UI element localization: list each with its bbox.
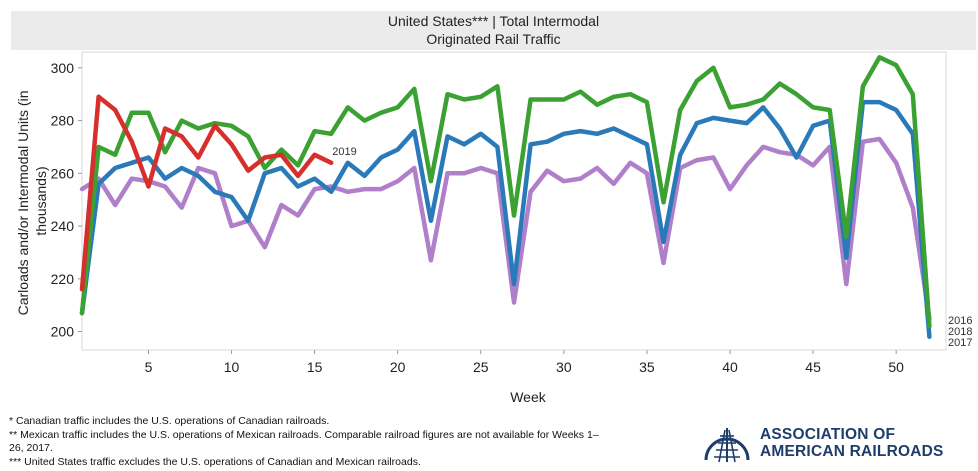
y-tick-label: 300 [51, 60, 75, 76]
series-end-label-2018: 2018 [948, 326, 972, 338]
logo-line1: ASSOCIATION OF [760, 426, 896, 443]
series-end-label-2016: 2016 [948, 315, 972, 327]
chart-title-line1: United States*** | Total Intermodal [387, 13, 600, 29]
x-tick-label: 45 [805, 359, 821, 375]
x-tick-label: 40 [722, 359, 738, 375]
footnotes: * Canadian traffic includes the U.S. ope… [9, 415, 699, 469]
y-tick-label: 220 [51, 271, 75, 287]
railroad-logo-icon [704, 428, 750, 463]
y-axis-title: Carloads and/or Intermodal Units (in tho… [15, 87, 49, 316]
y-tick-label: 280 [51, 113, 75, 129]
logo-line2: AMERICAN RAILROADS [760, 443, 944, 460]
footnote-canadian: * Canadian traffic includes the U.S. ope… [9, 415, 330, 427]
logo-text: ASSOCIATION OF AMERICAN RAILROADS [760, 426, 944, 460]
x-tick-label: 35 [639, 359, 655, 375]
x-tick-label: 15 [307, 359, 323, 375]
y-tick-label: 260 [51, 165, 75, 181]
chart-title-banner: United States*** | Total Intermodal Orig… [11, 11, 976, 50]
series-line-2018 [79, 55, 932, 329]
series-line-2017 [79, 99, 932, 340]
line-chart: 200 220 240 260 280 300 5 10 15 20 25 30 35 40 45 50 2… [15, 51, 972, 405]
footnote-us: *** United States traffic excludes the U… [9, 455, 421, 468]
plot-area [81, 51, 947, 351]
series-label-2019: 2019 [332, 146, 356, 158]
series-line-2016 [79, 136, 932, 321]
x-tick-label: 50 [888, 359, 904, 375]
x-tick-label: 5 [145, 359, 153, 375]
y-axis-title-line2: thousands) [33, 166, 49, 235]
chart-title-line2: Originated Rail Traffic [426, 31, 561, 47]
footnote-mexican-cont: 26, 2017. [9, 442, 53, 454]
series-lines [79, 55, 932, 340]
x-axis-title: Week [510, 389, 547, 405]
x-tick-label: 20 [390, 359, 406, 375]
series-end-label-2017: 2017 [948, 337, 972, 349]
y-axis-title-line1: Carloads and/or Intermodal Units (in [15, 91, 31, 316]
plot-border [81, 51, 947, 351]
series-line-2019 [79, 94, 334, 292]
y-tick-label: 240 [51, 218, 75, 234]
footnote-mexican: ** Mexican traffic includes the U.S. ope… [9, 428, 599, 441]
y-tick-label: 200 [51, 324, 75, 340]
y-axis: 200 220 240 260 280 300 [51, 60, 82, 340]
x-tick-label: 10 [224, 359, 240, 375]
x-tick-label: 25 [473, 359, 489, 375]
aar-logo: ASSOCIATION OF AMERICAN RAILROADS [702, 418, 972, 466]
x-axis: 5 10 15 20 25 30 35 40 45 50 [145, 350, 904, 375]
x-tick-label: 30 [556, 359, 572, 375]
